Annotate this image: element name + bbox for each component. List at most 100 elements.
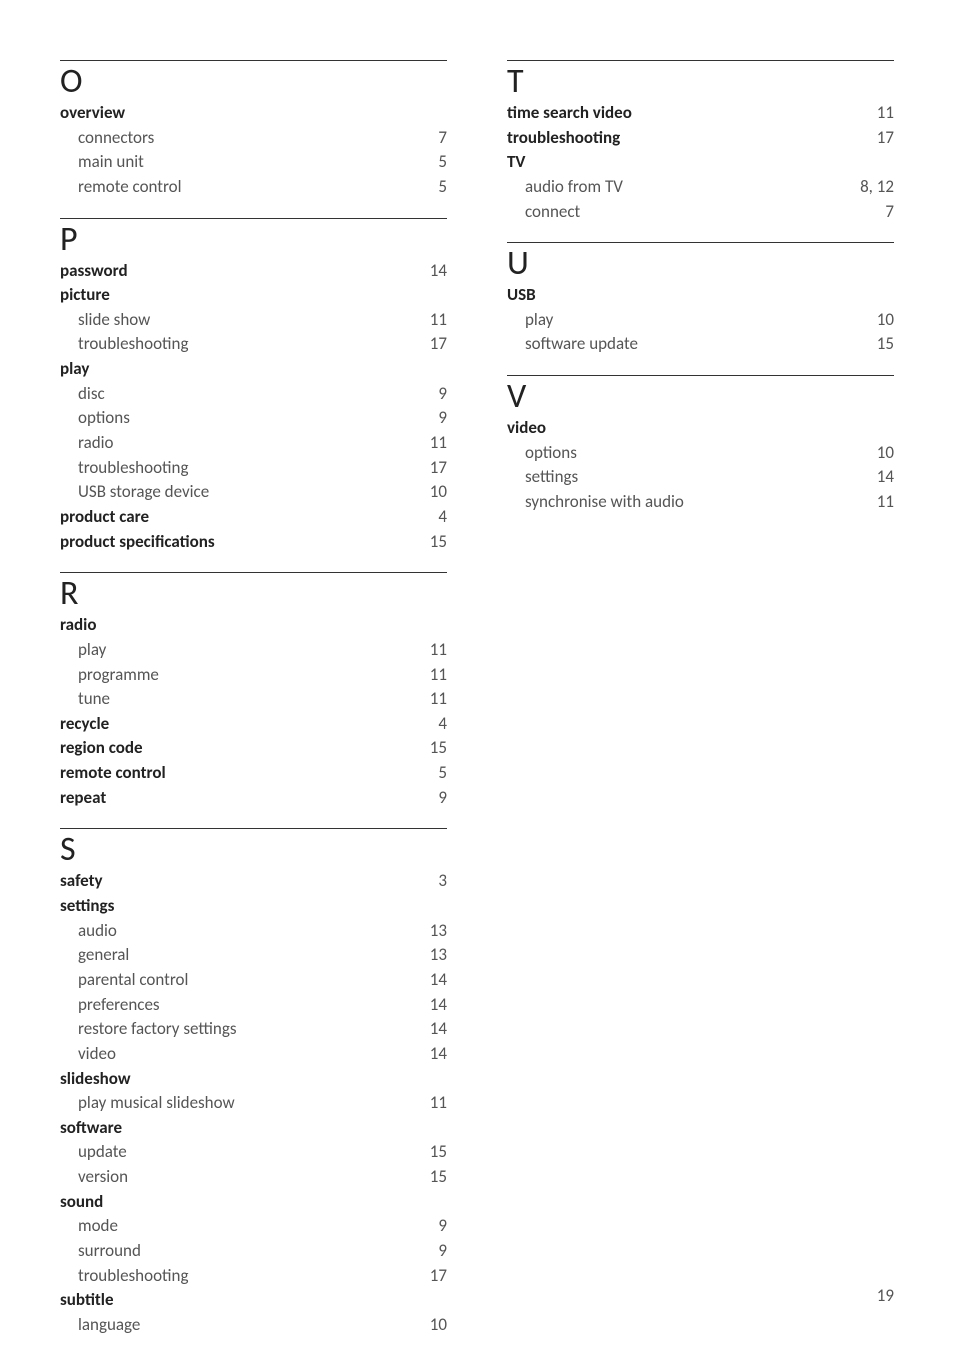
index-section-v: Vvideooptions10settings14synchronise wit… xyxy=(507,375,894,515)
index-section-s: Ssafety3settingsaudio13general13parental… xyxy=(60,828,447,1337)
section-letter: O xyxy=(60,65,447,99)
index-subentry-label: options xyxy=(507,441,877,466)
index-entry-page: 3 xyxy=(438,869,447,894)
index-entry: audio13 xyxy=(60,919,447,944)
index-entry: remote control5 xyxy=(60,761,447,786)
index-entry: options10 xyxy=(507,441,894,466)
index-entry: audio from TV8, 12 xyxy=(507,175,894,200)
index-entry-page: 17 xyxy=(430,456,447,481)
index-entry-label: product specifications xyxy=(60,530,430,555)
index-entry: sound xyxy=(60,1190,447,1215)
section-letter: S xyxy=(60,833,447,867)
index-subentry-label: surround xyxy=(60,1239,438,1264)
index-entry: main unit5 xyxy=(60,150,447,175)
index-entry: safety3 xyxy=(60,869,447,894)
index-entry-label: USB xyxy=(507,283,894,308)
index-entry: connectors7 xyxy=(60,126,447,151)
index-entry: software update15 xyxy=(507,332,894,357)
index-entry-label: overview xyxy=(60,101,447,126)
index-entry-page: 15 xyxy=(430,1165,447,1190)
index-subentry-label: restore factory settings xyxy=(60,1017,430,1042)
index-entry-page: 9 xyxy=(438,1214,447,1239)
index-entry: options9 xyxy=(60,406,447,431)
index-entry: time search video11 xyxy=(507,101,894,126)
index-entry-page: 15 xyxy=(430,1140,447,1165)
index-entry-page: 5 xyxy=(438,150,447,175)
index-subentry-label: parental control xyxy=(60,968,430,993)
index-entry-page: 9 xyxy=(438,406,447,431)
index-entry-page: 11 xyxy=(430,638,447,663)
index-entry: picture xyxy=(60,283,447,308)
index-entry-label: video xyxy=(507,416,894,441)
index-subentry-label: update xyxy=(60,1140,430,1165)
index-entry-page: 4 xyxy=(438,505,447,530)
index-entry-page: 14 xyxy=(430,993,447,1018)
index-entry: video14 xyxy=(60,1042,447,1067)
index-entry-label: slideshow xyxy=(60,1067,447,1092)
index-entry-page: 17 xyxy=(430,1264,447,1289)
index-subentry-label: disc xyxy=(60,382,438,407)
section-letter: T xyxy=(507,65,894,99)
index-entry-page: 14 xyxy=(430,968,447,993)
index-section-t: Ttime search video11troubleshooting17TVa… xyxy=(507,60,894,224)
index-subentry-label: radio xyxy=(60,431,430,456)
index-entry-page: 8, 12 xyxy=(860,175,894,200)
index-subentry-label: preferences xyxy=(60,993,430,1018)
index-entry-label: troubleshooting xyxy=(507,126,877,151)
index-entry-page: 9 xyxy=(438,1239,447,1264)
index-entry-page: 17 xyxy=(430,332,447,357)
index-entry-page: 5 xyxy=(438,175,447,200)
index-entry: radio xyxy=(60,613,447,638)
index-entry: settings14 xyxy=(507,465,894,490)
index-subentry-label: synchronise with audio xyxy=(507,490,877,515)
index-entry: play10 xyxy=(507,308,894,333)
index-entry: overview xyxy=(60,101,447,126)
index-entry-label: software xyxy=(60,1116,447,1141)
index-entry: preferences14 xyxy=(60,993,447,1018)
index-subentry-label: troubleshooting xyxy=(60,1264,430,1289)
index-entry: settings xyxy=(60,894,447,919)
index-entry: tune11 xyxy=(60,687,447,712)
index-entry-label: safety xyxy=(60,869,438,894)
index-entry: USB xyxy=(507,283,894,308)
index-entry-page: 11 xyxy=(430,1091,447,1116)
index-entry: surround9 xyxy=(60,1239,447,1264)
index-subentry-label: tune xyxy=(60,687,430,712)
index-entry: software xyxy=(60,1116,447,1141)
index-entry-label: recycle xyxy=(60,712,438,737)
index-entry-label: product care xyxy=(60,505,438,530)
index-entry: subtitle xyxy=(60,1288,447,1313)
index-entry: disc9 xyxy=(60,382,447,407)
index-entry-page: 17 xyxy=(877,126,894,151)
index-entry: slide show11 xyxy=(60,308,447,333)
index-subentry-label: play xyxy=(60,638,430,663)
index-subentry-label: version xyxy=(60,1165,430,1190)
index-entry-page: 15 xyxy=(430,530,447,555)
index-entry-page: 11 xyxy=(430,663,447,688)
index-entry: region code15 xyxy=(60,736,447,761)
index-entry-label: region code xyxy=(60,736,430,761)
index-entry-page: 11 xyxy=(877,490,894,515)
index-subentry-label: slide show xyxy=(60,308,430,333)
index-subentry-label: play xyxy=(507,308,877,333)
index-subentry-label: settings xyxy=(507,465,877,490)
index-entry: play11 xyxy=(60,638,447,663)
index-entry: play musical slideshow11 xyxy=(60,1091,447,1116)
index-subentry-label: language xyxy=(60,1313,430,1338)
index-subentry-label: troubleshooting xyxy=(60,456,430,481)
index-subentry-label: general xyxy=(60,943,430,968)
index-subentry-label: troubleshooting xyxy=(60,332,430,357)
index-entry: USB storage device10 xyxy=(60,480,447,505)
index-entry-label: radio xyxy=(60,613,447,638)
page-number: 19 xyxy=(877,1285,894,1306)
index-entry: remote control5 xyxy=(60,175,447,200)
index-subentry-label: video xyxy=(60,1042,430,1067)
index-column-right: Ttime search video11troubleshooting17TVa… xyxy=(507,60,894,1356)
index-entry-page: 11 xyxy=(430,431,447,456)
index-subentry-label: main unit xyxy=(60,150,438,175)
index-entry-page: 11 xyxy=(877,101,894,126)
index-entry-page: 14 xyxy=(430,1042,447,1067)
section-letter: P xyxy=(60,223,447,257)
index-subentry-label: connectors xyxy=(60,126,438,151)
index-entry-page: 11 xyxy=(430,308,447,333)
